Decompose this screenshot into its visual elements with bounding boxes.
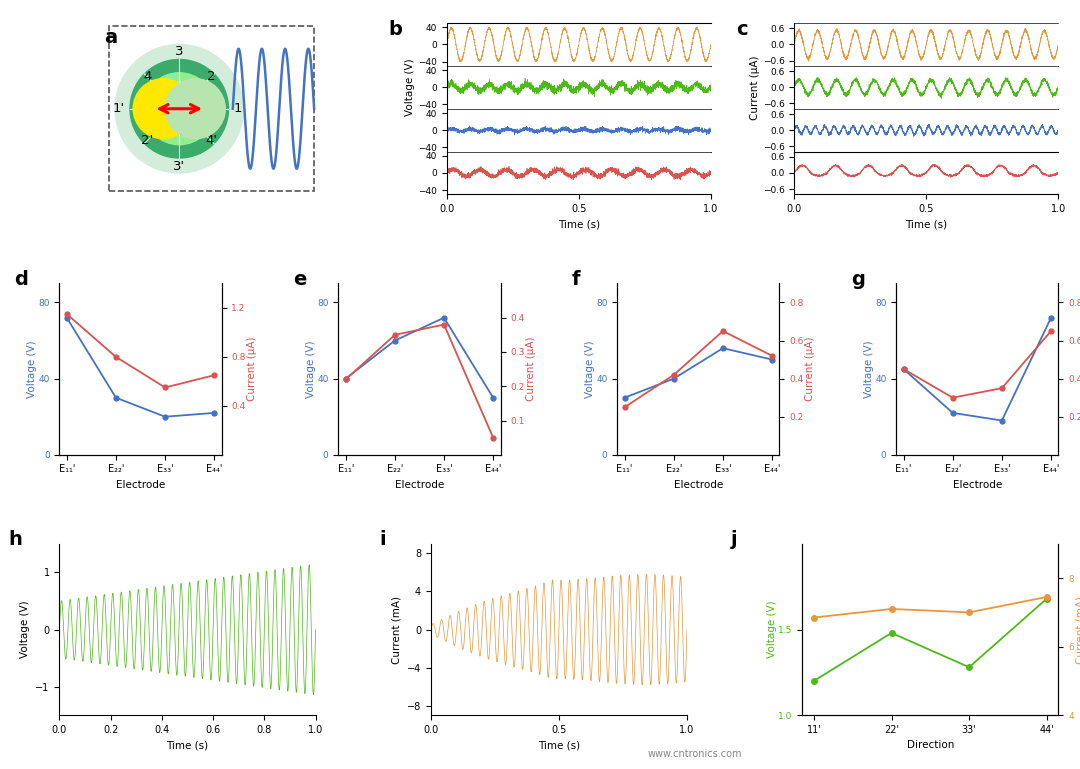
Text: 1: 1	[234, 102, 242, 115]
Y-axis label: Current (mA): Current (mA)	[1076, 595, 1080, 664]
Text: a: a	[105, 28, 118, 47]
Y-axis label: Voltage (V): Voltage (V)	[584, 341, 595, 398]
X-axis label: Time (s): Time (s)	[905, 220, 947, 230]
Text: j: j	[730, 530, 738, 549]
Y-axis label: Voltage (V): Voltage (V)	[864, 341, 874, 398]
Text: g: g	[851, 270, 865, 288]
Y-axis label: Voltage (V): Voltage (V)	[306, 341, 315, 398]
Text: h: h	[9, 530, 22, 549]
Y-axis label: Voltage (V): Voltage (V)	[19, 601, 30, 658]
Circle shape	[144, 73, 215, 145]
Text: b: b	[389, 20, 403, 38]
X-axis label: Direction: Direction	[906, 741, 954, 751]
Text: c: c	[735, 20, 747, 38]
Circle shape	[114, 45, 243, 173]
Y-axis label: Current (μA): Current (μA)	[805, 337, 815, 401]
Text: f: f	[572, 270, 580, 288]
Text: 4: 4	[143, 70, 151, 83]
X-axis label: Electrode: Electrode	[395, 480, 444, 490]
Text: 1': 1'	[112, 102, 124, 115]
X-axis label: Electrode: Electrode	[116, 480, 165, 490]
Y-axis label: Current (μA): Current (μA)	[750, 55, 759, 119]
X-axis label: Time (s): Time (s)	[166, 741, 208, 751]
Y-axis label: Current (μA): Current (μA)	[526, 337, 536, 401]
Text: e: e	[293, 270, 307, 288]
Text: 4': 4'	[205, 135, 217, 148]
Text: d: d	[14, 270, 28, 288]
X-axis label: Electrode: Electrode	[674, 480, 723, 490]
Y-axis label: Current (μA): Current (μA)	[247, 337, 257, 401]
Bar	[109, 26, 314, 191]
Text: 2: 2	[207, 70, 216, 83]
X-axis label: Time (s): Time (s)	[538, 741, 580, 751]
X-axis label: Time (s): Time (s)	[557, 220, 599, 230]
Circle shape	[165, 78, 226, 138]
X-axis label: Electrode: Electrode	[953, 480, 1002, 490]
Circle shape	[130, 59, 229, 158]
Text: 2': 2'	[141, 135, 153, 148]
Text: 3': 3'	[173, 160, 186, 173]
Y-axis label: Current (mA): Current (mA)	[391, 595, 402, 664]
Y-axis label: Voltage (V): Voltage (V)	[405, 58, 415, 116]
Y-axis label: Voltage (V): Voltage (V)	[767, 601, 777, 658]
Text: 3: 3	[175, 45, 184, 58]
Y-axis label: Voltage (V): Voltage (V)	[27, 341, 37, 398]
Circle shape	[133, 78, 193, 138]
Text: www.cntronics.com: www.cntronics.com	[648, 749, 743, 759]
Text: i: i	[379, 530, 387, 549]
